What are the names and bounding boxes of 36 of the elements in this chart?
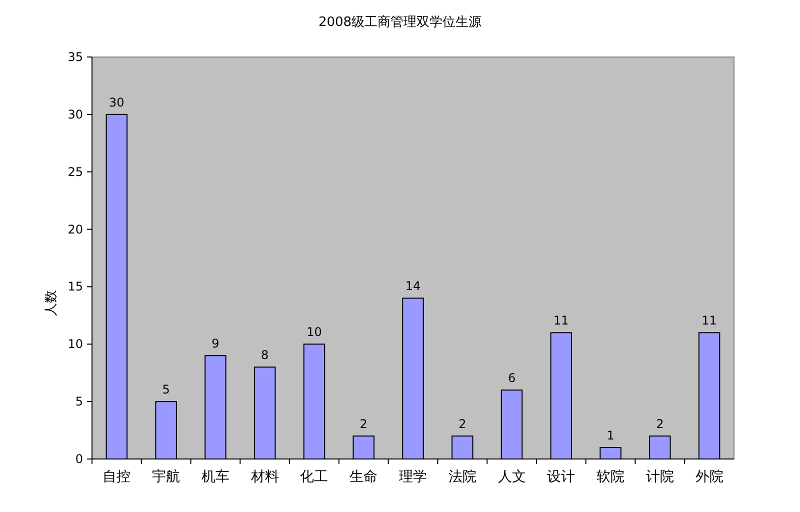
data-label: 11 [554,314,569,328]
x-tick-label: 人文 [498,469,526,485]
x-tick-label: 计院 [646,469,674,485]
data-label: 6 [508,371,516,386]
x-tick-label: 机车 [201,469,230,485]
x-tick-label: 化工 [300,469,328,485]
chart-title: 2008级工商管理双学位生源 [318,15,482,30]
data-label: 1 [606,428,614,443]
y-tick-label: 25 [68,164,83,179]
x-tick-label: 材料 [250,469,279,485]
x-tick-label: 法院 [448,469,476,485]
x-tick-label: 自控 [102,469,131,485]
y-tick-label: 15 [68,280,83,294]
data-label: 30 [109,95,124,110]
x-tick-label: 外院 [695,469,724,485]
y-tick-label: 30 [68,107,83,122]
data-label: 14 [405,279,421,294]
x-tick-label: 软院 [596,469,625,485]
x-tick-label: 生命 [350,469,378,485]
y-tick-label: 20 [68,222,83,236]
y-tick-label: 35 [68,50,83,64]
x-tick-label: 理学 [399,469,427,485]
data-label: 10 [306,325,322,340]
data-label: 5 [162,382,170,397]
y-axis-title: 人数 [44,290,59,316]
data-label: 8 [261,348,269,362]
y-tick-label: 0 [75,452,83,466]
y-tick-label: 5 [75,394,83,409]
x-tick-label: 宇航 [152,469,180,485]
data-label: 9 [212,336,220,351]
data-label: 2 [656,417,664,432]
x-tick-label: 设计 [547,469,576,485]
data-label: 11 [702,314,717,328]
data-label: 2 [360,417,368,432]
y-tick-label: 10 [68,337,83,352]
data-label: 2 [458,417,466,432]
